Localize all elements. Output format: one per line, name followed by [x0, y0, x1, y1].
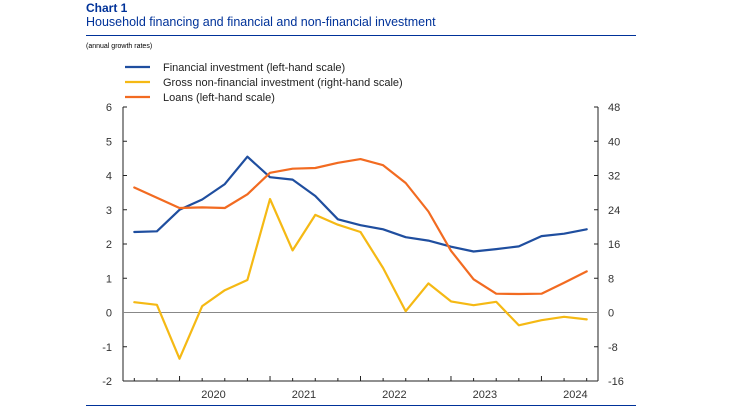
legend-label: Gross non-financial investment (right-ha… — [163, 77, 403, 89]
left-tick-label: -2 — [102, 376, 112, 388]
series-line-1 — [133, 197, 588, 360]
left-tick-label: 2 — [106, 239, 112, 251]
chart-subtitle: (annual growth rates) — [86, 43, 153, 50]
x-tick-label: 2021 — [292, 389, 316, 401]
right-tick-label: 16 — [608, 239, 620, 251]
right-tick-label: 8 — [608, 273, 614, 285]
series-line-0 — [133, 155, 588, 253]
left-tick-label: 1 — [106, 273, 112, 285]
right-tick-label: 32 — [608, 171, 620, 183]
right-tick-label: -16 — [608, 376, 624, 388]
left-tick-label: 5 — [106, 136, 112, 148]
legend-label: Financial investment (left-hand scale) — [163, 62, 345, 74]
x-tick-label: 2024 — [563, 389, 587, 401]
x-tick-label: 2020 — [201, 389, 225, 401]
x-tick-label: 2023 — [473, 389, 497, 401]
top-rule — [86, 35, 636, 36]
x-tick-label: 2022 — [382, 389, 406, 401]
right-tick-label: 0 — [608, 308, 614, 320]
right-tick-label: -8 — [608, 342, 618, 354]
right-tick-label: 40 — [608, 136, 620, 148]
left-tick-label: 6 — [106, 102, 112, 114]
left-tick-label: 0 — [106, 308, 112, 320]
series-line-2 — [133, 158, 588, 296]
left-tick-label: 3 — [106, 205, 112, 217]
right-tick-label: 24 — [608, 205, 620, 217]
right-tick-label: 48 — [608, 102, 620, 114]
bottom-rule — [86, 405, 636, 406]
chart-title: Household financing and financial and no… — [86, 15, 436, 29]
left-tick-label: -1 — [102, 342, 112, 354]
chart-number: Chart 1 — [86, 1, 128, 15]
left-tick-label: 4 — [106, 171, 112, 183]
legend-label: Loans (left-hand scale) — [163, 92, 275, 104]
